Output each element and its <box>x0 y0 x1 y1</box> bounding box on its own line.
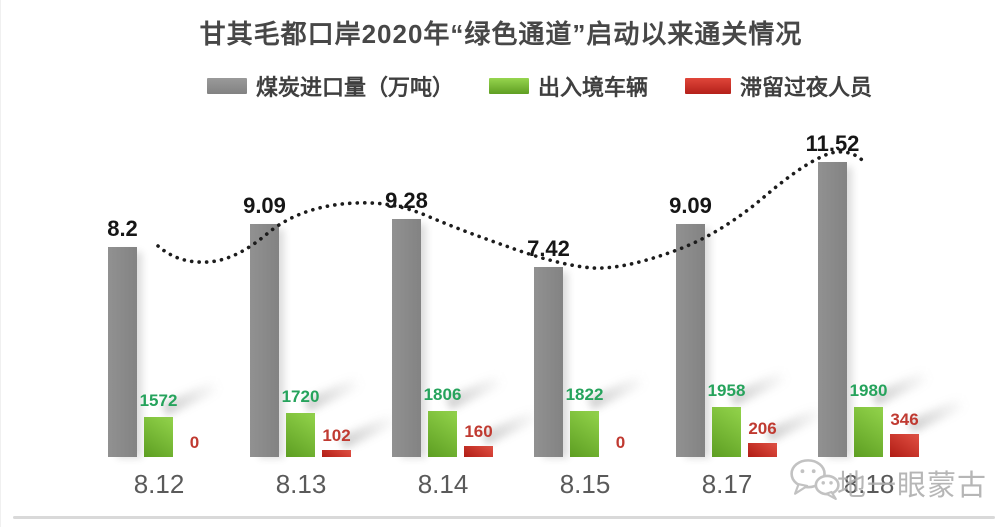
coal-value-label: 9.09 <box>243 193 286 219</box>
chart-title: 甘其毛都口岸2020年“绿色通道”启动以来通关情况 <box>199 19 803 49</box>
coal-bar <box>818 162 847 457</box>
legend-item-coal: 煤炭进口量（万吨） <box>207 70 454 102</box>
coal-value-label: 8.2 <box>107 216 138 242</box>
personnel-bar <box>322 450 351 457</box>
coal-bar <box>534 267 563 457</box>
personnel-value-label: 102 <box>322 426 351 446</box>
personnel-legend-swatch-icon <box>685 78 731 94</box>
coal-value-label: 9.28 <box>385 188 428 214</box>
personnel-value-label: 0 <box>189 433 200 452</box>
vehicles-bar <box>854 406 883 457</box>
vehicles-value-label: 1822 <box>565 384 604 404</box>
coal-bar <box>108 247 137 457</box>
vehicles-bar <box>144 417 173 457</box>
personnel-bar <box>890 434 919 457</box>
vehicles-value-label: 1980 <box>849 380 888 400</box>
x-axis-label: 8.18 <box>843 469 895 499</box>
vehicles-legend-swatch-icon <box>489 78 529 94</box>
bottom-divider <box>13 516 995 519</box>
personnel-bar <box>464 446 493 457</box>
coal-bar <box>676 224 705 457</box>
vehicles-value-label: 1958 <box>707 381 746 401</box>
legend-item-vehicles: 出入境车辆 <box>489 70 648 102</box>
personnel-bar <box>748 443 777 457</box>
coal-value-label: 11.52 <box>805 131 860 157</box>
watermark-text: 地一眼蒙古 <box>837 470 988 502</box>
x-axis-label: 8.13 <box>275 469 327 499</box>
legend-label-vehicles: 出入境车辆 <box>538 75 649 100</box>
personnel-value-label: 160 <box>464 422 493 442</box>
vehicles-bar <box>570 410 599 457</box>
personnel-value-label: 0 <box>615 433 626 452</box>
x-axis-label: 8.17 <box>701 469 753 499</box>
x-axis-label: 8.15 <box>559 469 611 499</box>
coal-bar <box>392 219 421 457</box>
vehicles-bar <box>428 411 457 457</box>
vehicles-value-label: 1720 <box>281 387 320 407</box>
vehicles-bar <box>286 413 315 457</box>
vehicles-bar <box>712 407 741 457</box>
x-axis-label: 8.14 <box>417 469 469 499</box>
legend-label-coal: 煤炭进口量（万吨） <box>256 75 455 100</box>
vehicles-value-label: 1806 <box>423 385 462 405</box>
legend-item-personnel: 滞留过夜人员 <box>685 70 872 102</box>
personnel-value-label: 346 <box>890 410 919 430</box>
wechat-icon <box>790 459 840 501</box>
coal-value-label: 7.42 <box>527 236 570 262</box>
legend-label-personnel: 滞留过夜人员 <box>740 75 873 100</box>
coal-bar <box>250 224 279 457</box>
vehicles-value-label: 1572 <box>139 391 178 411</box>
coal-legend-swatch-icon <box>207 78 247 94</box>
x-axis-label: 8.12 <box>133 469 185 499</box>
coal-value-label: 9.09 <box>669 193 712 219</box>
personnel-value-label: 206 <box>748 419 777 439</box>
